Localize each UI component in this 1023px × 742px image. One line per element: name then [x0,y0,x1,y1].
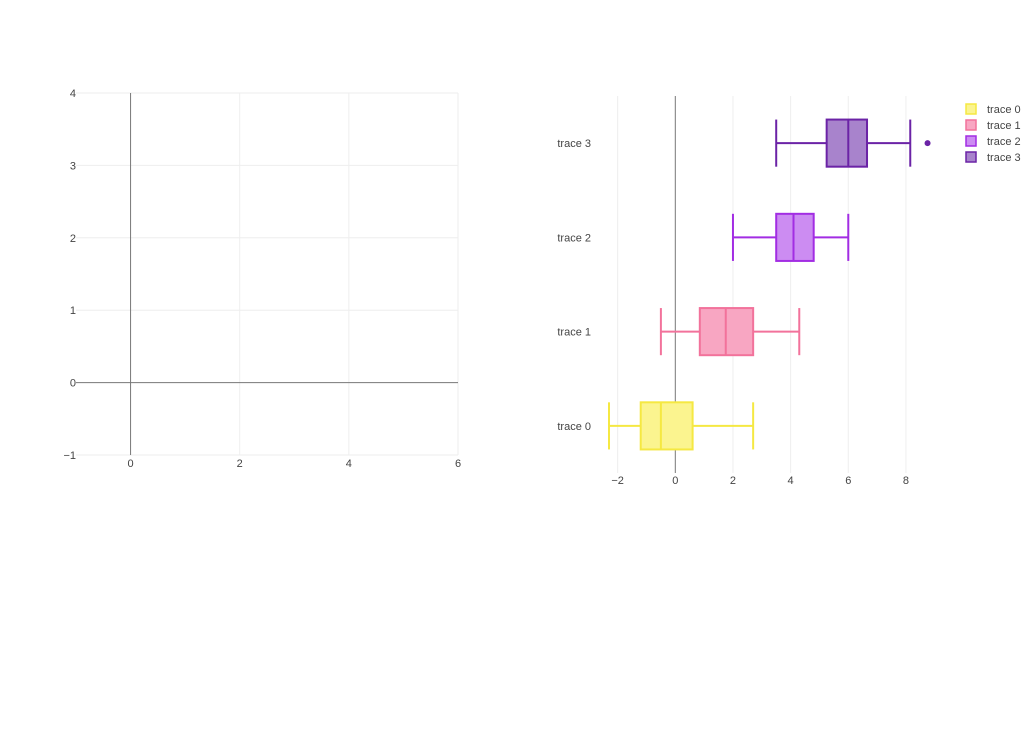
box-trace-0 [608,401,755,451]
left-y-tick-labels: −1 0 1 2 3 4 [63,88,76,462]
left-y-tick-label: −1 [63,450,76,462]
left-zero-lines [76,93,458,455]
outlier-point [924,140,931,147]
right-x-tick-labels: −2 0 2 4 6 8 [611,475,909,487]
left-x-tick-label: 6 [455,458,461,470]
left-grid [76,92,459,456]
left-x-tick-labels: 0 2 4 6 [128,458,462,470]
right-x-tick-label: 0 [672,475,678,487]
legend-swatch [965,135,977,147]
right-y-tick-label: trace 3 [557,138,591,150]
legend-item: trace 1 [965,119,1021,132]
left-x-tick-label: 0 [128,458,134,470]
legend-item: trace 2 [965,135,1021,148]
box-traces [608,118,931,451]
box-trace-2 [731,212,850,262]
box-iqr [825,118,869,168]
box-iqr [639,401,694,451]
right-y-tick-label: trace 0 [557,421,591,433]
left-empty-plot: 0 2 4 6 −1 0 1 2 3 4 [63,88,461,470]
right-x-tick-label: 2 [730,475,736,487]
box-iqr [775,212,815,262]
left-x-tick-label: 2 [237,458,243,470]
box-trace-1 [659,307,801,357]
legend-swatch [965,151,977,163]
right-box-plot: −2 0 2 4 6 8 trace 0 trace 1 trace 2 trace 3 [557,96,931,487]
box-trace-3 [775,118,931,168]
legend-label: trace 1 [987,120,1021,132]
legend-item: trace 3 [965,151,1021,164]
right-x-tick-label: 8 [903,475,909,487]
left-y-tick-label: 0 [70,378,76,390]
right-x-tick-label: 4 [788,475,794,487]
right-y-tick-label: trace 2 [557,232,591,244]
legend-label: trace 0 [987,104,1021,116]
legend: trace 0 trace 1 trace 2 trace 3 [965,103,1021,164]
right-y-tick-labels: trace 0 trace 1 trace 2 trace 3 [557,138,591,433]
legend-swatch [965,119,977,131]
right-x-tick-label: −2 [611,475,624,487]
left-y-tick-label: 4 [70,88,76,100]
legend-swatch [965,103,977,115]
legend-label: trace 3 [987,152,1021,164]
legend-item: trace 0 [965,103,1021,116]
right-y-tick-label: trace 1 [557,327,591,339]
left-y-tick-label: 2 [70,233,76,245]
legend-label: trace 2 [987,136,1021,148]
left-y-tick-label: 3 [70,160,76,172]
left-x-tick-label: 4 [346,458,352,470]
right-x-tick-label: 6 [845,475,851,487]
left-y-tick-label: 1 [70,305,76,317]
